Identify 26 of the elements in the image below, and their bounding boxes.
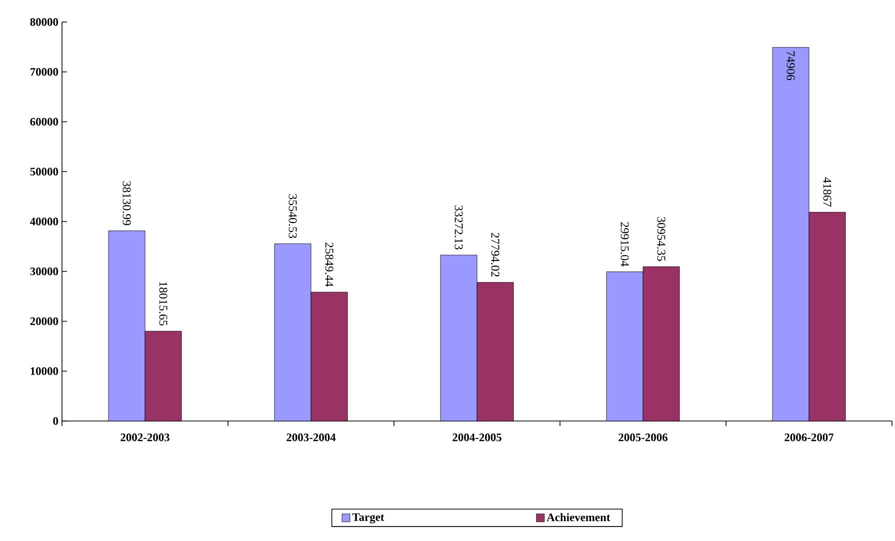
data-label: 74906 [786, 51, 795, 80]
x-tick-label: 2002-2003 [120, 434, 170, 442]
data-label: 27794.02 [491, 232, 500, 276]
data-label: 33272.13 [454, 206, 463, 250]
y-tick-label: 30000 [30, 268, 58, 276]
data-label: 25849.44 [325, 242, 334, 287]
data-label: 41867 [823, 177, 832, 207]
legend-label: Target [352, 513, 384, 524]
y-tick-label: 60000 [30, 118, 58, 126]
y-tick-label: 70000 [30, 68, 58, 76]
y-tick-label: 20000 [30, 317, 58, 326]
y-tick-label: 0 [53, 417, 58, 425]
y-tick-label: 10000 [30, 367, 58, 375]
legend-label: Achievement [546, 513, 610, 522]
x-tick-label: 2005-2006 [618, 434, 668, 442]
data-label: 38130.99 [122, 181, 131, 226]
data-label: 18015.65 [159, 282, 168, 326]
x-tick-label: 2003-2004 [286, 434, 336, 442]
y-tick-label: 50000 [30, 168, 58, 176]
y-tick-label: 40000 [30, 218, 58, 226]
data-label: 29915.04 [620, 222, 629, 266]
data-label: 30954.35 [657, 217, 666, 261]
x-tick-label: 2004-2005 [452, 434, 502, 442]
x-tick-label: 2006-2007 [784, 434, 834, 442]
y-tick-label: 80000 [30, 18, 58, 26]
data-label: 35540.53 [288, 194, 297, 238]
